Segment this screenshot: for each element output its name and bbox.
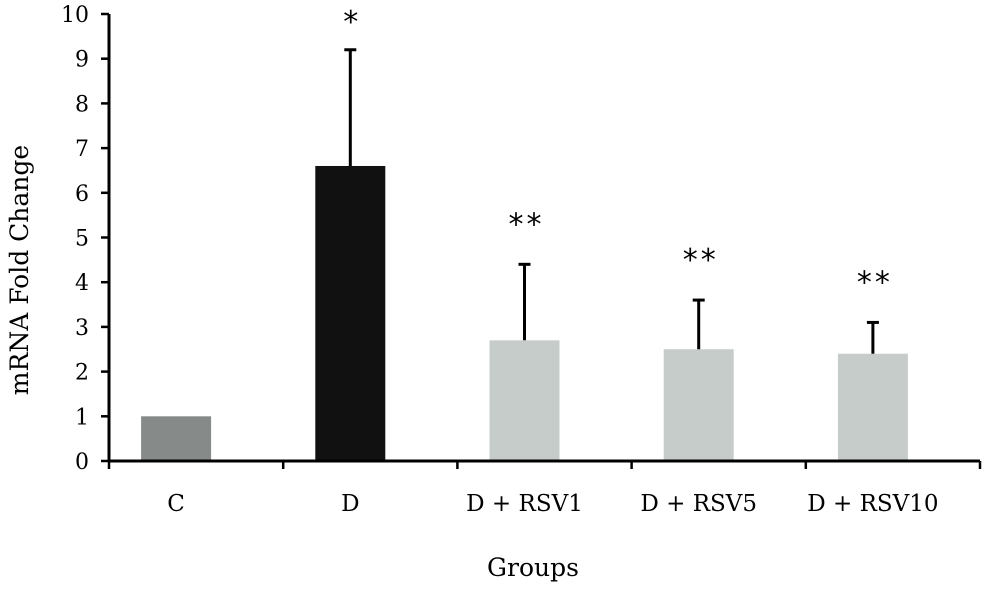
y-axis-title: mRNA Fold Change bbox=[5, 145, 34, 395]
y-tick-label: 0 bbox=[75, 450, 89, 475]
bar bbox=[489, 340, 560, 461]
y-tick-label: 1 bbox=[75, 405, 89, 430]
y-tick-label: 5 bbox=[75, 227, 89, 252]
y-tick-label: 10 bbox=[61, 3, 89, 28]
y-tick-label: 2 bbox=[75, 361, 89, 386]
bar bbox=[663, 349, 734, 461]
x-tick-label: D + RSV1 bbox=[466, 491, 583, 517]
x-tick-label: C bbox=[167, 491, 185, 517]
error-bars-layer bbox=[344, 48, 879, 354]
bars-layer bbox=[141, 165, 908, 462]
bar bbox=[837, 353, 908, 461]
y-tick-label: 7 bbox=[75, 137, 89, 162]
significance-annotation: ** bbox=[683, 243, 719, 278]
significance-annotation: ** bbox=[857, 265, 893, 300]
significance-annotation: * bbox=[343, 5, 361, 40]
x-tick-label: D + RSV10 bbox=[807, 491, 938, 517]
y-tick-label: 9 bbox=[75, 48, 89, 73]
y-tick-label: 4 bbox=[75, 271, 89, 296]
bar bbox=[141, 416, 212, 461]
significance-annotation: ** bbox=[509, 207, 545, 242]
annotations-layer: ******* bbox=[343, 5, 893, 300]
ticks-layer: 0 1 2 3 4 5 6 7 8 9 10 C D D + RSV1 D + RSV5 D + RSV10 bbox=[61, 3, 982, 517]
bar bbox=[315, 165, 386, 462]
x-axis-title: Groups bbox=[487, 553, 579, 582]
y-tick-label: 8 bbox=[75, 92, 89, 117]
y-tick-label: 3 bbox=[75, 316, 89, 341]
x-tick-label: D + RSV5 bbox=[640, 491, 757, 517]
y-tick-label: 6 bbox=[75, 182, 89, 207]
x-tick-label: D bbox=[341, 491, 359, 517]
